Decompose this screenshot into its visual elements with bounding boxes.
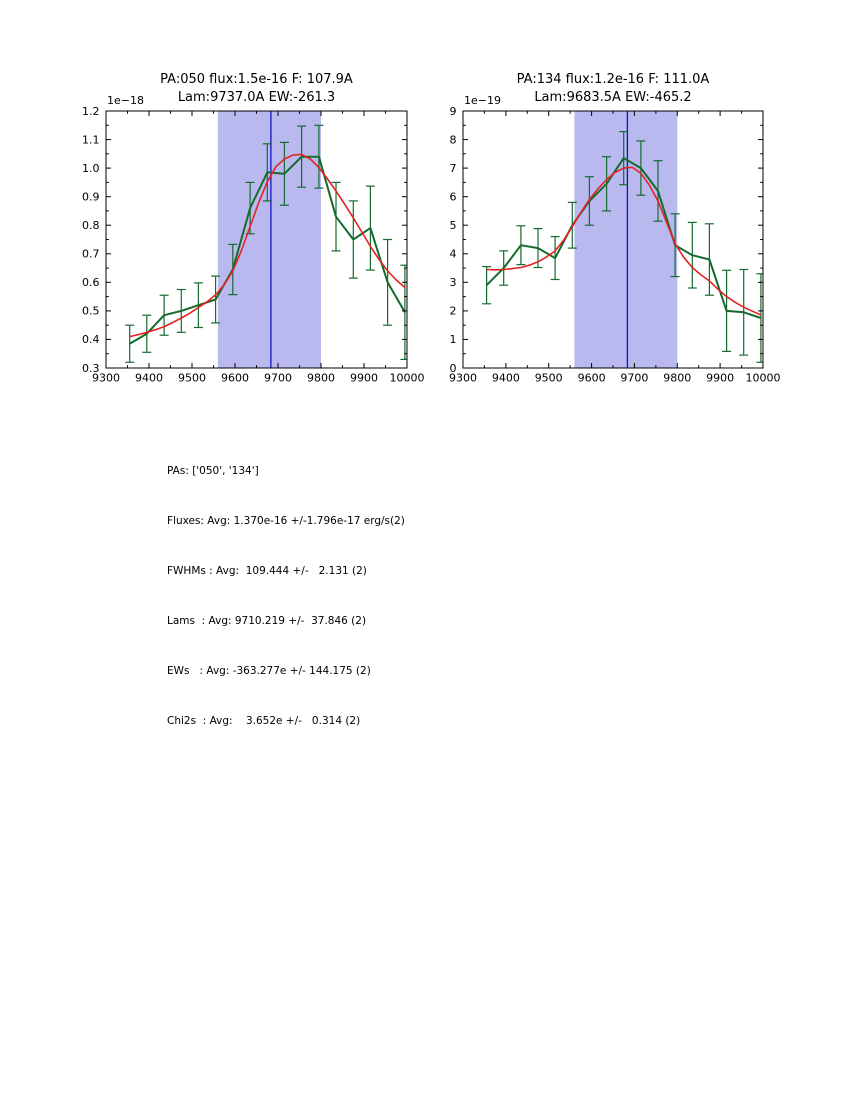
x-tick-label: 10000 xyxy=(746,372,781,385)
stats-line-ews: EWs : Avg: -363.277e +/- 144.175 (2) xyxy=(167,665,371,677)
x-tick-label: 9900 xyxy=(350,372,378,385)
x-tick-label: 9500 xyxy=(178,372,206,385)
y-tick-label: 4 xyxy=(450,248,457,261)
left-plot-title-line1: PA:050 flux:1.5e-16 F: 107.9A xyxy=(160,72,353,87)
y-tick-label: 8 xyxy=(450,133,457,146)
spectrum-line xyxy=(485,157,762,319)
y-tick-label: 0.8 xyxy=(82,219,100,232)
ticks xyxy=(105,110,408,369)
x-tick-label: 9800 xyxy=(307,372,335,385)
x-tick-label: 9500 xyxy=(535,372,563,385)
y-tick-label: 7 xyxy=(450,162,457,175)
y-tick-label: 0.7 xyxy=(82,248,100,261)
y-tick-label: 0.6 xyxy=(82,276,100,289)
y-tick-label: 5 xyxy=(450,219,457,232)
spectral-line-plots: 9300 9400 9500 9600 9700 9800 9900 100000.30.40… xyxy=(82,105,781,385)
y-tick-label: 0.3 xyxy=(82,362,100,375)
plot-content xyxy=(125,111,407,368)
line-window-band xyxy=(217,111,321,368)
y-tick-label: 0 xyxy=(450,362,457,375)
fit-line xyxy=(129,153,406,338)
ticks xyxy=(462,110,764,369)
x-tick-label: 9400 xyxy=(492,372,520,385)
spectrum-line xyxy=(129,155,406,345)
right-plot-title-line1: PA:134 flux:1.2e-16 F: 111.0A xyxy=(516,72,710,87)
y-tick-label: 1.0 xyxy=(82,162,100,175)
y-tick-label: 0.4 xyxy=(82,333,100,346)
x-tick-label: 9300 xyxy=(92,372,120,385)
fit-line xyxy=(486,166,762,316)
x-tick-labels: 9300 9400 9500 9600 9700 9800 9900 10000 xyxy=(92,372,425,385)
y-tick-label: 1 xyxy=(450,333,457,346)
fit-statistics-block: PAs: ['050', '134'] Fluxes: Avg: 1.370e-… xyxy=(167,434,405,758)
left-plot-title: PA:050 flux:1.5e-16 F: 107.9A Lam:9737.0… xyxy=(106,71,407,106)
stats-line-fwhms: FWHMs : Avg: 109.444 +/- 2.131 (2) xyxy=(167,565,367,577)
right-plot-title: PA:134 flux:1.2e-16 F: 111.0A Lam:9683.5… xyxy=(463,71,763,106)
y-tick-label: 0.5 xyxy=(82,305,100,318)
stats-line-lams: Lams : Avg: 9710.219 +/- 37.846 (2) xyxy=(167,615,367,627)
right-plot: 9300 9400 9500 9600 9700 9800 9900 10000 0 1 2 3 4 5 6… xyxy=(449,105,781,385)
y-tick-label: 6 xyxy=(450,191,457,204)
x-tick-label: 9400 xyxy=(135,372,163,385)
x-tick-label: 9700 xyxy=(620,372,648,385)
x-tick-label: 9700 xyxy=(264,372,292,385)
right-plot-title-line2: Lam:9683.5A EW:-465.2 xyxy=(534,89,692,105)
y-tick-label: 9 xyxy=(450,105,457,118)
x-tick-label: 9600 xyxy=(221,372,249,385)
left-y-axis-scale-label: 1e−18 xyxy=(107,94,144,107)
x-tick-label: 9300 xyxy=(449,372,477,385)
y-tick-label: 3 xyxy=(450,276,457,289)
y-tick-label: 1.2 xyxy=(82,105,100,118)
y-tick-label: 0.9 xyxy=(82,191,100,204)
y-tick-label: 1.1 xyxy=(82,133,100,146)
stats-line-chi2s: Chi2s : Avg: 3.652e +/- 0.314 (2) xyxy=(167,715,361,727)
x-tick-label: 10000 xyxy=(390,372,425,385)
stats-line-fluxes: Fluxes: Avg: 1.370e-16 +/-1.796e-17 erg/… xyxy=(167,515,405,527)
stats-line-pas: PAs: ['050', '134'] xyxy=(167,465,259,477)
y-tick-label: 2 xyxy=(450,305,457,318)
x-tick-label: 9900 xyxy=(706,372,734,385)
x-tick-label: 9800 xyxy=(663,372,691,385)
line-window-band xyxy=(574,111,678,368)
left-plot: 9300 9400 9500 9600 9700 9800 9900 100000.30.40… xyxy=(82,105,425,385)
y-tick-labels: 0 1 2 3 4 5 6 7 8 9 xyxy=(450,105,457,375)
x-tick-labels: 9300 9400 9500 9600 9700 9800 9900 10000 xyxy=(449,372,781,385)
right-y-axis-scale-label: 1e−19 xyxy=(464,94,501,107)
x-tick-label: 9600 xyxy=(578,372,606,385)
left-plot-title-line2: Lam:9737.0A EW:-261.3 xyxy=(177,89,336,105)
plot-content xyxy=(482,111,763,368)
y-tick-labels: 0.3 0.4 0.5 0.6 0.7 0.8 0.9 1.0 1.1 1.2 xyxy=(82,105,100,375)
